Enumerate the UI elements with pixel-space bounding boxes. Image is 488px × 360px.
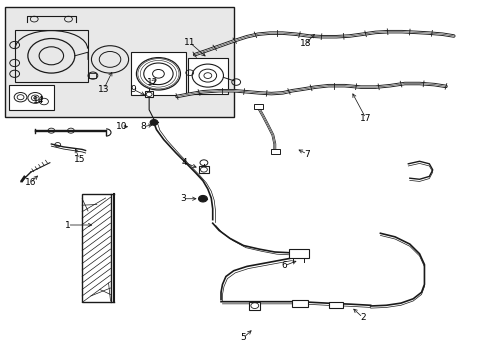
Text: 15: 15 (73, 154, 85, 163)
Bar (187, 58, 227, 94)
Text: 3: 3 (180, 194, 186, 203)
Text: 4: 4 (182, 158, 187, 167)
Bar (89, 73, 96, 78)
Text: 7: 7 (304, 150, 309, 158)
Text: 18: 18 (299, 40, 311, 49)
Bar (131, 52, 185, 95)
Bar (9, 85, 54, 110)
Bar (289, 249, 308, 258)
Bar (249, 302, 260, 310)
Text: 17: 17 (359, 113, 371, 122)
Text: 2: 2 (359, 313, 365, 322)
Bar (270, 149, 279, 154)
Bar (198, 166, 209, 173)
Bar (328, 302, 343, 308)
Text: 13: 13 (98, 85, 109, 94)
Text: 9: 9 (130, 85, 136, 94)
Text: 6: 6 (281, 261, 287, 270)
Bar (145, 91, 153, 97)
Circle shape (198, 195, 207, 202)
Text: 5: 5 (240, 333, 246, 342)
Bar (82, 194, 110, 302)
Text: 11: 11 (183, 38, 195, 47)
Bar (292, 300, 307, 307)
Text: 14: 14 (33, 95, 44, 104)
Text: 12: 12 (146, 77, 158, 86)
Bar (82, 194, 110, 302)
Bar (15, 30, 88, 82)
Bar (254, 104, 263, 109)
Text: 1: 1 (64, 220, 70, 230)
Text: 8: 8 (140, 122, 146, 131)
Text: 16: 16 (24, 178, 36, 187)
Bar (5, 7, 233, 117)
Text: 10: 10 (115, 122, 127, 131)
Circle shape (150, 120, 158, 125)
